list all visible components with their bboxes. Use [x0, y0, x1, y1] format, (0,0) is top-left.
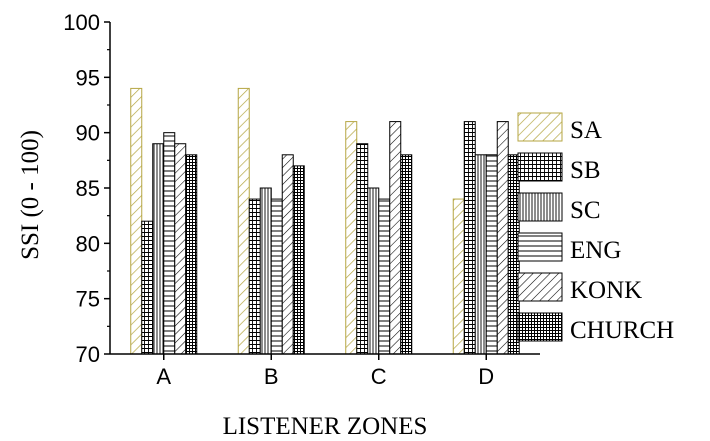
bar-eng-a: [163, 132, 176, 355]
plot-area: [109, 22, 540, 355]
bars: [130, 87, 520, 355]
bar-sc-c: [367, 187, 380, 355]
y-tick-label: 85: [76, 176, 100, 201]
bar-sb-b: [248, 198, 261, 355]
legend-label-konk: KONK: [570, 277, 642, 304]
legend-swatch-sb: [517, 152, 563, 182]
legend-label-sb: SB: [570, 157, 601, 184]
y-tick-label: 100: [63, 10, 100, 35]
legend-swatch-konk: [517, 272, 563, 302]
bar-sa-d: [452, 198, 465, 355]
legend-label-eng: ENG: [570, 237, 621, 264]
legend-swatch-sc: [517, 192, 563, 222]
bar-sb-d: [463, 121, 476, 355]
x-axis-ticks: A B C D: [156, 354, 494, 389]
y-tick-label: 80: [76, 231, 100, 256]
bar-konk-c: [389, 121, 402, 355]
bar-sc-a: [152, 143, 165, 355]
bar-eng-d: [485, 154, 498, 355]
bar-sa-c: [345, 121, 358, 355]
y-tick-label: 75: [76, 287, 100, 312]
bar-konk-d: [496, 121, 509, 355]
bar-sb-a: [141, 220, 154, 355]
legend-label-church: CHURCH: [570, 317, 674, 344]
legend-label-sa: SA: [570, 117, 602, 144]
bar-konk-b: [281, 154, 294, 355]
bar-eng-c: [378, 198, 391, 355]
bar-church-c: [400, 154, 413, 355]
x-tick-label: D: [478, 364, 494, 389]
legend-label-sc: SC: [570, 197, 601, 224]
x-tick-label: B: [264, 364, 279, 389]
y-axis-ticks: 70 75 80 85 90 95 100: [63, 10, 110, 367]
bar-sa-a: [130, 87, 143, 355]
legend-swatch-eng: [517, 232, 563, 262]
legend-swatch-church: [517, 312, 563, 342]
x-tick-label: A: [156, 364, 171, 389]
bar-eng-b: [270, 198, 283, 355]
bar-sc-b: [259, 187, 272, 355]
x-tick-label: C: [371, 364, 387, 389]
bar-sa-b: [237, 87, 250, 355]
legend: SA SB SC ENG KONK CHURCH: [517, 112, 674, 344]
bar-church-a: [185, 154, 198, 355]
bar-sb-c: [356, 143, 369, 355]
bar-sc-d: [474, 154, 487, 355]
bar-konk-a: [174, 143, 187, 355]
bar-church-b: [292, 165, 305, 355]
x-axis-title: LISTENER ZONES: [223, 413, 428, 440]
y-tick-label: 90: [76, 121, 100, 146]
y-tick-label: 70: [76, 342, 100, 367]
y-tick-label: 95: [76, 65, 100, 90]
y-axis-title: SSI (0 - 100): [17, 130, 44, 260]
legend-swatch-sa: [517, 112, 563, 142]
